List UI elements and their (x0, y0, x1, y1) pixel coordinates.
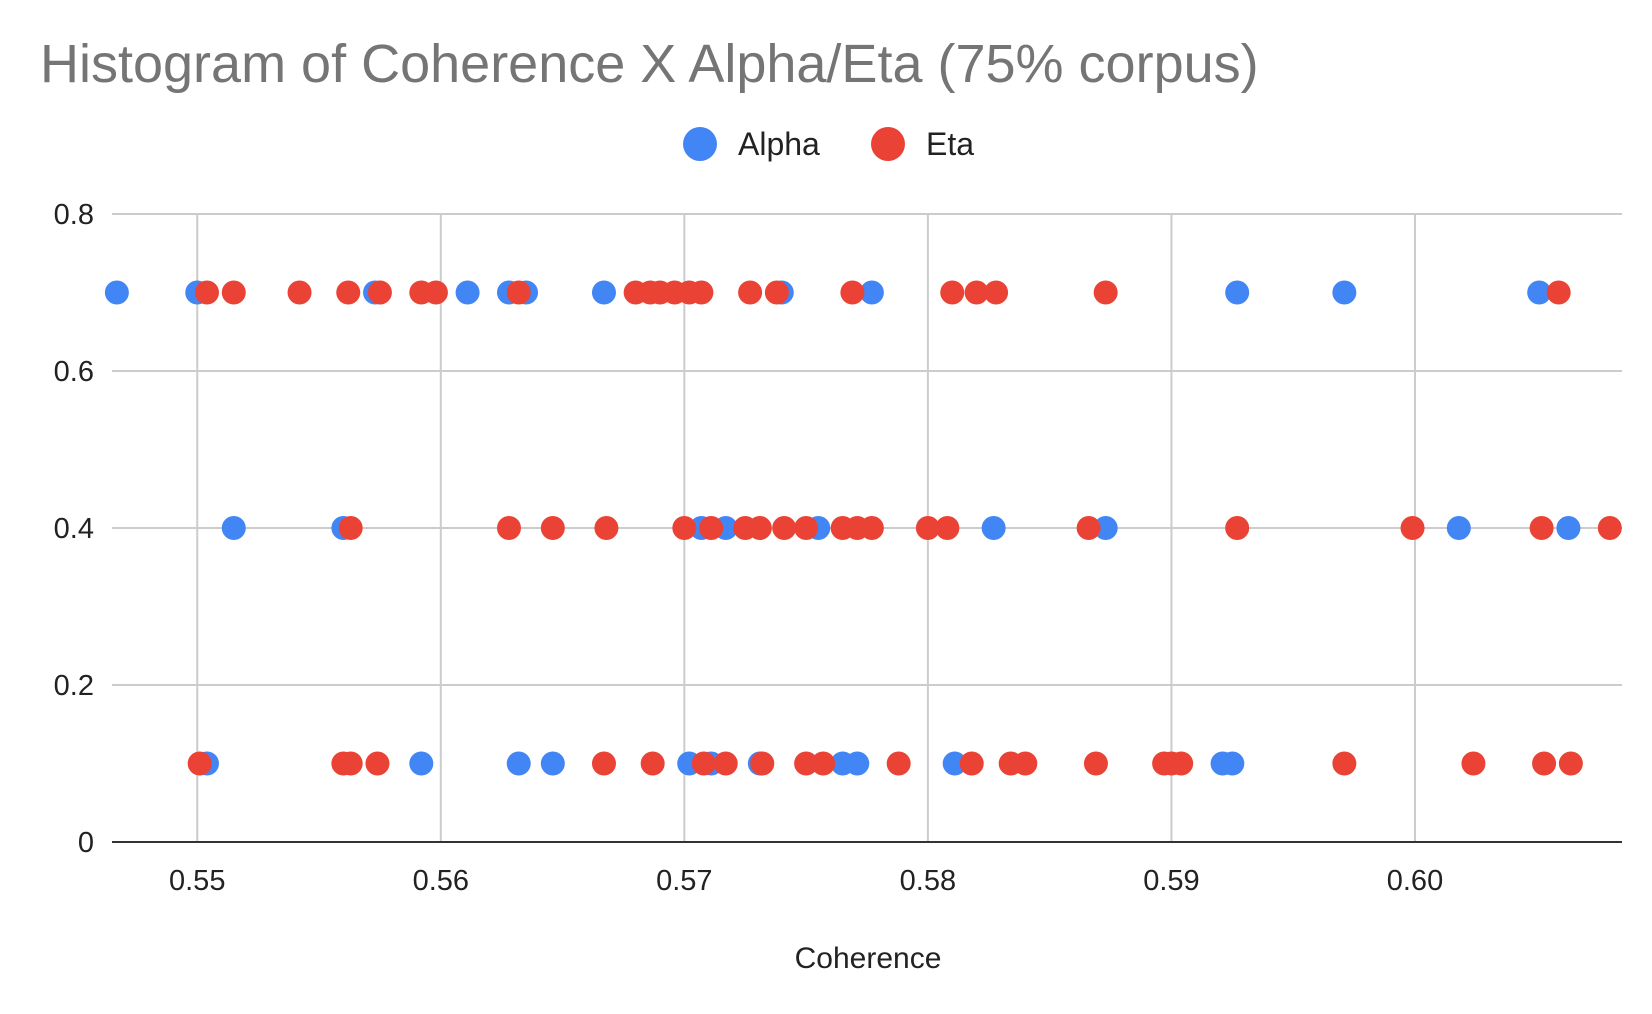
data-point-eta (672, 516, 697, 540)
legend-item-eta: Eta (871, 126, 974, 162)
legend-marker (871, 127, 905, 161)
data-point-eta (1083, 751, 1108, 776)
data-point-eta (984, 280, 1009, 305)
y-tick-label: 0.8 (54, 199, 94, 231)
data-point-eta (699, 516, 724, 540)
data-point-eta (540, 516, 565, 540)
data-point-eta (640, 751, 665, 776)
data-point-eta (1225, 516, 1250, 540)
data-point-eta (935, 516, 960, 540)
data-point-eta (594, 516, 619, 540)
data-point-alpha (1527, 280, 1552, 305)
data-point-eta (915, 516, 940, 540)
legend-item-alpha: Alpha (683, 126, 820, 162)
series-eta (187, 280, 1622, 776)
data-point-eta (221, 280, 246, 305)
data-point-eta (886, 751, 911, 776)
data-point-alpha (981, 516, 1006, 540)
data-point-eta (423, 280, 448, 305)
gridlines (112, 213, 1622, 842)
x-tick-label: 0.58 (900, 865, 956, 897)
legend-label: Alpha (738, 126, 820, 162)
data-point-alpha (104, 280, 129, 305)
x-axis-title: Coherence (795, 942, 942, 975)
data-point-alpha (1093, 516, 1118, 540)
data-point-eta (764, 280, 789, 305)
chart-title: Histogram of Coherence X Alpha/Eta (75% … (40, 34, 1259, 94)
data-point-eta (794, 516, 819, 540)
data-point-eta (1597, 516, 1622, 540)
data-point-eta (365, 751, 390, 776)
data-point-alpha (1225, 280, 1250, 305)
data-point-alpha (540, 751, 565, 776)
data-point-eta (1546, 280, 1571, 305)
x-tick-label: 0.56 (413, 865, 469, 897)
data-point-eta (194, 280, 219, 305)
data-point-eta (772, 516, 797, 540)
data-point-eta (811, 751, 836, 776)
data-point-eta (1532, 751, 1557, 776)
y-axis-ticks: 0 0.2 0.4 0.6 0.8 (54, 199, 94, 859)
data-point-eta (591, 751, 616, 776)
data-point-alpha (1446, 516, 1471, 540)
data-point-alpha (506, 751, 531, 776)
x-axis-ticks: 0.55 0.56 0.57 0.58 0.59 0.60 (169, 865, 1443, 897)
data-point-alpha (409, 751, 434, 776)
data-point-eta (338, 751, 363, 776)
data-point-eta (1558, 751, 1583, 776)
data-point-alpha (845, 751, 870, 776)
x-tick-label: 0.60 (1387, 865, 1443, 897)
data-point-eta (750, 751, 775, 776)
data-point-alpha (1332, 280, 1357, 305)
data-point-eta (367, 280, 392, 305)
y-tick-label: 0.2 (54, 670, 94, 702)
data-point-eta (1076, 516, 1101, 540)
y-tick-label: 0.6 (54, 356, 94, 388)
x-tick-label: 0.55 (169, 865, 225, 897)
data-point-alpha (1220, 751, 1245, 776)
data-point-eta (940, 280, 965, 305)
data-point-eta (336, 280, 361, 305)
x-tick-label: 0.57 (656, 865, 712, 897)
data-point-eta (1332, 751, 1357, 776)
data-point-alpha (221, 516, 246, 540)
data-point-eta (689, 280, 714, 305)
data-point-eta (794, 751, 819, 776)
data-points (104, 280, 1622, 776)
y-tick-label: 0.4 (54, 513, 94, 545)
data-point-eta (287, 280, 312, 305)
data-point-alpha (1556, 516, 1581, 540)
data-point-eta (187, 751, 212, 776)
data-point-alpha (455, 280, 480, 305)
y-tick-label: 0 (78, 827, 94, 859)
data-point-alpha (859, 280, 884, 305)
data-point-eta (738, 280, 763, 305)
data-point-alpha (591, 280, 616, 305)
data-point-eta (1400, 516, 1425, 540)
data-point-eta (496, 516, 521, 540)
data-point-eta (691, 751, 716, 776)
data-point-eta (1461, 751, 1486, 776)
data-point-eta (840, 280, 865, 305)
data-point-eta (338, 516, 363, 540)
legend-label: Eta (926, 126, 974, 162)
legend-marker (683, 127, 717, 161)
data-point-eta (1169, 751, 1194, 776)
data-point-eta (1529, 516, 1554, 540)
data-point-eta (959, 751, 984, 776)
data-point-eta (859, 516, 884, 540)
data-point-eta (506, 280, 531, 305)
data-point-eta (964, 280, 989, 305)
legend: Alpha Eta (683, 126, 974, 162)
data-point-eta (1093, 280, 1118, 305)
data-point-eta (1013, 751, 1038, 776)
data-point-eta (713, 751, 738, 776)
x-tick-label: 0.59 (1143, 865, 1199, 897)
data-point-eta (747, 516, 772, 540)
data-point-alpha (942, 751, 967, 776)
